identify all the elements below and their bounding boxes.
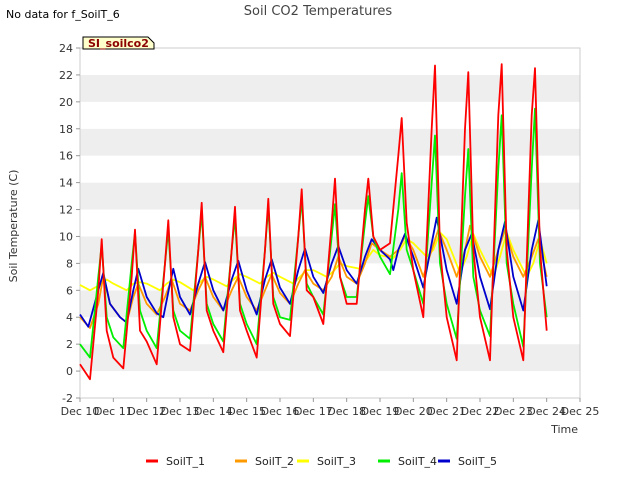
x-tick-label: Dec 11 (94, 405, 133, 418)
grid-band (80, 101, 580, 129)
legend-label: SoilT_3 (317, 455, 356, 468)
grid-band (80, 344, 580, 372)
x-tick-label: Dec 17 (294, 405, 333, 418)
y-tick-label: 8 (66, 257, 73, 270)
x-tick-label: Dec 16 (261, 405, 300, 418)
legend-label: SoilT_5 (458, 455, 497, 468)
site-badge-label: SI_soilco2 (88, 37, 149, 50)
x-tick-label: Dec 13 (161, 405, 200, 418)
x-tick-label: Dec 22 (461, 405, 500, 418)
legend-label: SoilT_4 (398, 455, 437, 468)
x-tick-label: Dec 21 (427, 405, 466, 418)
legend-label: SoilT_2 (255, 455, 294, 468)
x-axis-label: Time (550, 423, 578, 436)
x-tick-label: Dec 12 (127, 405, 166, 418)
y-tick-label: 4 (66, 311, 73, 324)
x-tick-label: Dec 15 (227, 405, 266, 418)
y-tick-label: 10 (59, 230, 73, 243)
y-tick-label: 14 (59, 177, 73, 190)
y-tick-label: 16 (59, 150, 73, 163)
series-line-soilt-1 (79, 63, 548, 381)
series-line-soilt-2 (79, 224, 548, 329)
no-data-note: No data for f_SoilT_6 (6, 8, 120, 21)
y-tick-label: 2 (66, 338, 73, 351)
x-tick-label: Dec 10 (61, 405, 100, 418)
series-line-soilt-5 (79, 216, 548, 328)
x-tick-label: Dec 14 (194, 405, 233, 418)
plot-frame (79, 47, 581, 399)
x-tick-label: Dec 19 (361, 405, 400, 418)
y-axis-label: Soil Temperature (C) (7, 170, 20, 283)
y-tick-label: 24 (59, 42, 73, 55)
chart-title: Soil CO2 Temperatures (244, 4, 393, 19)
legend-label: SoilT_1 (166, 455, 205, 468)
y-tick-label: 20 (59, 96, 73, 109)
y-tick-label: 18 (59, 123, 73, 136)
x-tick-label: Dec 18 (327, 405, 366, 418)
y-tick-label: 6 (66, 284, 73, 297)
y-tick-label: -2 (62, 392, 73, 405)
grid-band (80, 317, 580, 345)
x-tick-label: Dec 20 (394, 405, 433, 418)
legend: SoilT_1 SoilT_2 SoilT_3 SoilT_4 SoilT_5 (146, 455, 497, 468)
grid-band (80, 371, 580, 398)
y-tick-label: 0 (66, 365, 73, 378)
grid-band (80, 48, 580, 75)
x-tick-label: Dec 25 (561, 405, 600, 418)
grid-band (80, 74, 580, 102)
site-badge: SI_soilco2 (82, 36, 155, 50)
y-tick-label: 12 (59, 204, 73, 217)
grid-band (80, 128, 580, 156)
x-tick-label: Dec 23 (494, 405, 533, 418)
y-tick-label: 22 (59, 69, 73, 82)
site-badge-shape (82, 36, 155, 50)
x-tick-label: Dec 24 (527, 405, 566, 418)
